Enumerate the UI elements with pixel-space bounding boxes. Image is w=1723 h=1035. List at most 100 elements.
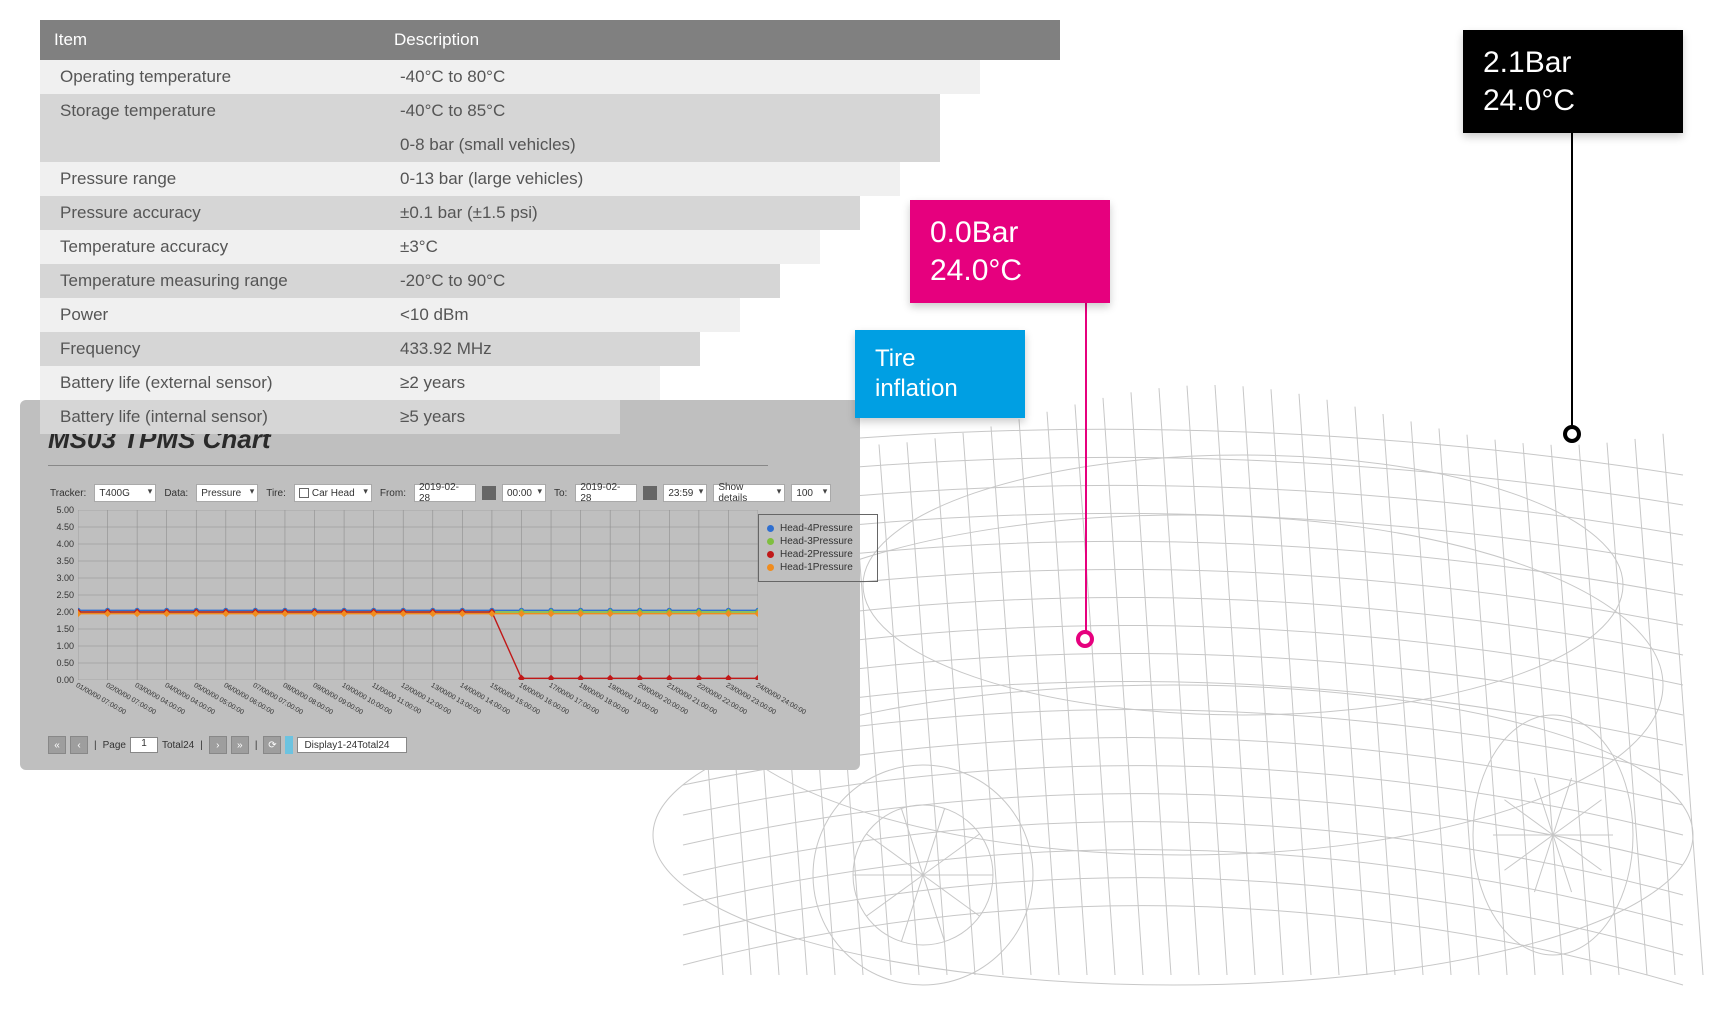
spec-row: 0-8 bar (small vehicles) [40,128,1060,162]
spec-desc: 0-13 bar (large vehicles) [380,162,900,196]
legend-label: Head-2Pressure [780,549,853,560]
y-tick-label: 1.00 [56,641,74,651]
legend-label: Head-3Pressure [780,536,853,547]
legend-marker-icon [767,538,774,545]
x-tick-label: 11/00/00 11:00:00 [370,682,421,716]
data-select[interactable]: Pressure [196,484,258,502]
pager: « ‹ | Page 1 Total24 | › » | ⟳ Display1-… [48,736,832,754]
x-tick-label: 24/00/00 24:00:00 [755,682,807,716]
tpms-chart-panel: MS03 TPMS Chart Tracker: T400G Data: Pre… [20,400,860,770]
y-tick-label: 0.00 [56,675,74,685]
from-date-input[interactable]: 2019-02-28 [414,484,476,502]
show-details-select[interactable]: Show details [713,484,785,502]
y-tick-label: 1.50 [56,624,74,634]
spec-table-header: Item Description [40,20,1060,60]
readout-front-line [1085,298,1087,638]
x-tick-label: 02/00/00 07:00:00 [104,682,156,716]
x-tick-label: 07/00/00 07:00:00 [252,682,304,716]
spec-desc: -40°C to 85°C [380,94,940,128]
tracker-select[interactable]: T400G [94,484,156,502]
x-tick-label: 03/00/00 04:00:00 [134,682,186,716]
spec-item: Battery life (internal sensor) [40,400,380,434]
y-tick-label: 3.00 [56,573,74,583]
spec-desc: 0-8 bar (small vehicles) [380,128,940,162]
readout-temp: 24.0°C [930,252,1090,290]
x-tick-label: 13/00/00 13:00:00 [429,682,481,716]
data-label: Data: [162,486,190,501]
spec-row: Power<10 dBm [40,298,1060,332]
readout-front-tire: 0.0Bar 24.0°C [910,200,1110,303]
spec-header-item: Item [40,20,380,60]
spec-item: Pressure range [40,162,380,196]
pager-total-label: Total24 [162,740,194,751]
spec-desc: ≥2 years [380,366,660,400]
spec-desc: <10 dBm [380,298,740,332]
spec-desc: ≥5 years [380,400,620,434]
legend-item: Head-2Pressure [767,549,869,560]
chart-title-rule [48,465,768,466]
to-time-select[interactable]: 23:59 [663,484,707,502]
x-tick-label: 01/00/00 07:00:00 [75,682,127,716]
spec-item [40,128,380,162]
chart-plot: 0.000.501.001.502.002.503.003.504.004.50… [48,510,828,710]
x-tick-label: 06/00/00 06:00:00 [222,682,274,716]
y-tick-label: 2.50 [56,590,74,600]
spec-item: Pressure accuracy [40,196,380,230]
spec-item: Temperature measuring range [40,264,380,298]
x-tick-label: 20/00/00 20:00:00 [636,682,688,716]
to-label: To: [552,486,569,501]
spec-desc: 433.92 MHz [380,332,700,366]
spec-item: Temperature accuracy [40,230,380,264]
legend-label: Head-4Pressure [780,523,853,534]
readout-rear-tire: 2.1Bar 24.0°C [1463,30,1683,133]
readout-temp: 24.0°C [1483,82,1663,120]
tire-select[interactable]: Car Head [294,484,372,502]
x-tick-label: 17/00/00 17:00:00 [548,682,600,716]
pager-last-button[interactable]: » [231,736,249,754]
pager-page-input[interactable]: 1 [130,737,158,753]
tire-label: Tire: [264,486,288,501]
y-tick-label: 2.00 [56,607,74,617]
to-date-input[interactable]: 2019-02-28 [575,484,637,502]
x-tick-label: 12/00/00 12:00:00 [400,682,452,716]
calendar-icon[interactable] [482,486,496,500]
legend-marker-icon [767,564,774,571]
label-line1: Tire [875,344,1005,374]
x-tick-label: 21/00/00 21:00:00 [666,682,718,716]
calendar-icon[interactable] [643,486,657,500]
x-tick-label: 18/00/00 18:00:00 [577,682,629,716]
page-size-select[interactable]: 100 [791,484,831,502]
y-tick-label: 0.50 [56,658,74,668]
y-tick-label: 5.00 [56,505,74,515]
pager-next-button[interactable]: › [209,736,227,754]
readout-front-dot [1076,630,1094,648]
x-tick-label: 05/00/00 05:00:00 [193,682,245,716]
spec-row: Pressure range0-13 bar (large vehicles) [40,162,1060,196]
spec-row: Storage temperature-40°C to 85°C [40,94,1060,128]
pager-display-label: Display1-24Total24 [297,737,407,753]
pager-progress-bar [285,736,293,754]
readout-pressure: 2.1Bar [1483,44,1663,82]
spec-item: Operating temperature [40,60,380,94]
y-tick-label: 4.50 [56,522,74,532]
readout-pressure: 0.0Bar [930,214,1090,252]
spec-desc: -40°C to 80°C [380,60,980,94]
spec-item: Storage temperature [40,94,380,128]
from-label: From: [378,486,408,501]
pager-page-label: Page [103,740,126,751]
spec-item: Battery life (external sensor) [40,366,380,400]
spec-desc: ±0.1 bar (±1.5 psi) [380,196,860,230]
legend-item: Head-1Pressure [767,562,869,573]
x-tick-label: 23/00/00 23:00:00 [725,682,777,716]
from-time-select[interactable]: 00:00 [502,484,546,502]
legend-marker-icon [767,525,774,532]
legend-marker-icon [767,551,774,558]
x-tick-label: 15/00/00 15:00:00 [488,682,540,716]
x-tick-label: 04/00/00 04:00:00 [163,682,215,716]
legend-item: Head-4Pressure [767,523,869,534]
readout-rear-dot [1563,425,1581,443]
tire-value: Car Head [312,488,355,499]
pager-first-button[interactable]: « [48,736,66,754]
pager-refresh-button[interactable]: ⟳ [263,736,281,754]
pager-prev-button[interactable]: ‹ [70,736,88,754]
